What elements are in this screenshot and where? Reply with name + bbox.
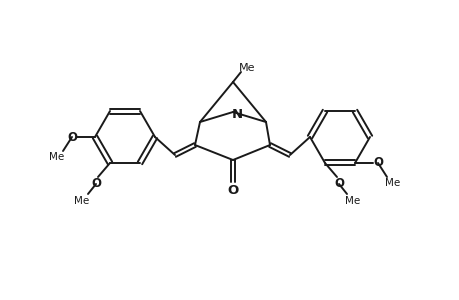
Text: O: O [91, 178, 101, 190]
Text: O: O [67, 130, 77, 143]
Text: O: O [372, 157, 382, 169]
Text: N: N [231, 107, 242, 121]
Text: Me: Me [345, 196, 360, 206]
Text: Me: Me [74, 196, 90, 206]
Text: O: O [227, 184, 238, 196]
Text: Me: Me [385, 178, 400, 188]
Text: Me: Me [238, 63, 255, 73]
Text: Me: Me [49, 152, 64, 162]
Text: O: O [333, 178, 343, 190]
